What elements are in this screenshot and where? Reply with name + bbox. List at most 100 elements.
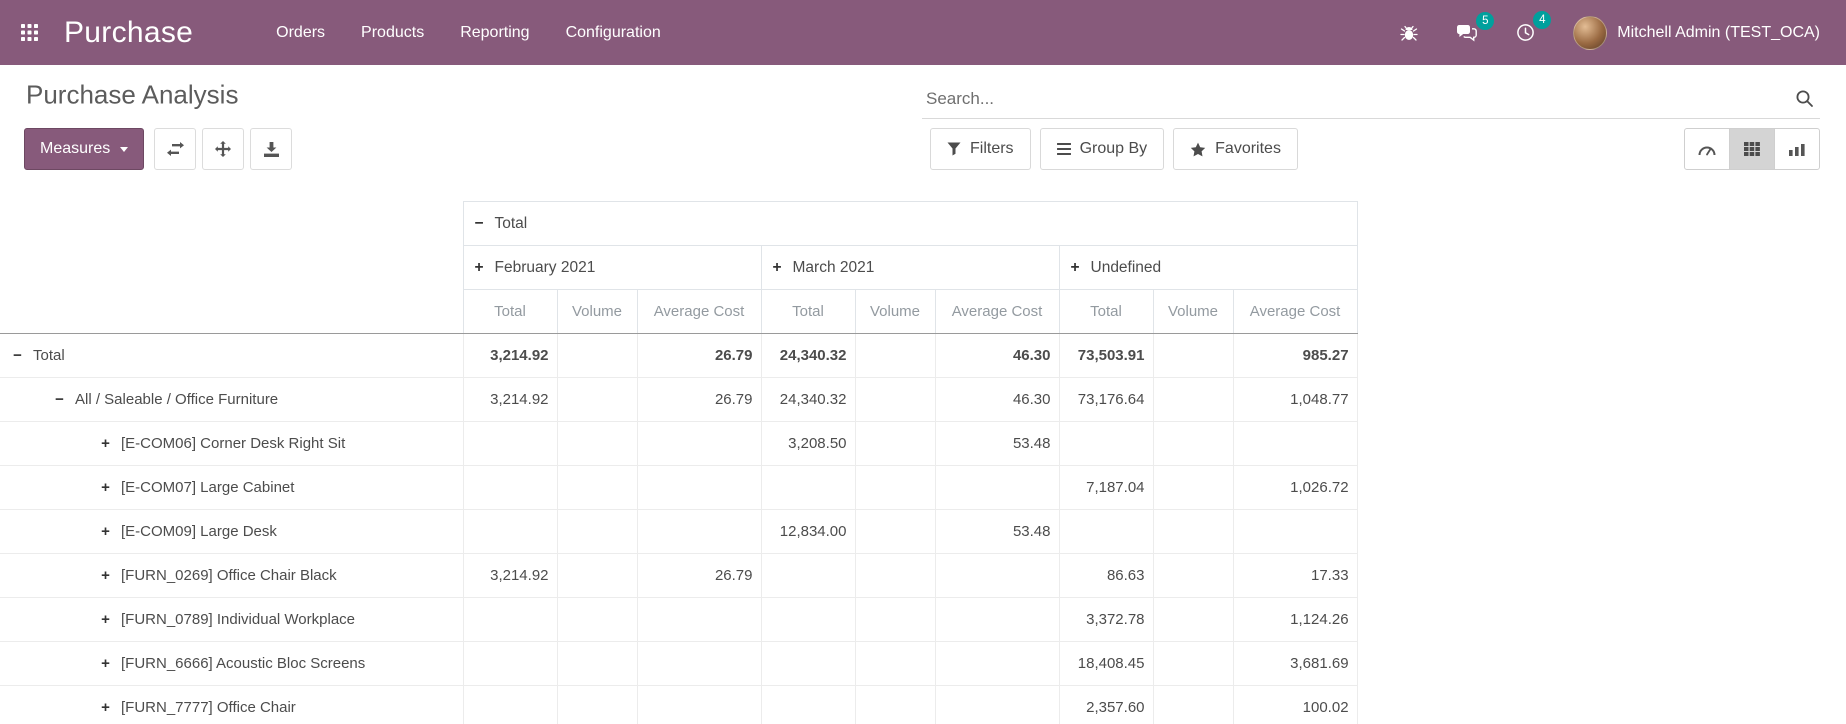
pivot-cell[interactable] <box>855 378 935 422</box>
pivot-cell[interactable]: 3,372.78 <box>1059 598 1153 642</box>
pivot-cell[interactable] <box>463 598 557 642</box>
pivot-cell[interactable] <box>855 510 935 554</box>
pivot-cell[interactable] <box>637 510 761 554</box>
pivot-cell[interactable] <box>637 466 761 510</box>
pivot-cell[interactable]: 3,208.50 <box>761 422 855 466</box>
pivot-cell[interactable] <box>1153 598 1233 642</box>
favorites-button[interactable]: Favorites <box>1173 128 1298 170</box>
pivot-cell[interactable] <box>463 466 557 510</box>
pivot-cell[interactable]: 7,187.04 <box>1059 466 1153 510</box>
pivot-cell[interactable] <box>1059 510 1153 554</box>
pivot-col-group-1[interactable]: +March 2021 <box>761 246 1059 290</box>
pivot-cell[interactable] <box>1153 510 1233 554</box>
pivot-measure-header[interactable]: Total <box>463 290 557 334</box>
pivot-cell[interactable] <box>1153 554 1233 598</box>
pivot-cell[interactable] <box>463 642 557 686</box>
pivot-cell[interactable] <box>761 686 855 724</box>
pivot-col-group-2[interactable]: +Undefined <box>1059 246 1357 290</box>
pivot-row-header[interactable]: +[FURN_7777] Office Chair <box>0 686 463 724</box>
pivot-cell[interactable] <box>557 554 637 598</box>
pivot-measure-header[interactable]: Volume <box>557 290 637 334</box>
pivot-cell[interactable]: 3,214.92 <box>463 378 557 422</box>
activities-button[interactable]: 4 <box>1512 19 1539 46</box>
pivot-cell[interactable]: 12,834.00 <box>761 510 855 554</box>
pivot-measure-header[interactable]: Average Cost <box>637 290 761 334</box>
pivot-cell[interactable]: 26.79 <box>637 378 761 422</box>
pivot-cell[interactable]: 985.27 <box>1233 334 1357 378</box>
pivot-cell[interactable]: 100.02 <box>1233 686 1357 724</box>
pivot-cell[interactable] <box>637 686 761 724</box>
pivot-cell[interactable] <box>855 642 935 686</box>
pivot-cell[interactable] <box>855 334 935 378</box>
pivot-cell[interactable]: 53.48 <box>935 510 1059 554</box>
user-menu[interactable]: Mitchell Admin (TEST_OCA) <box>1573 16 1820 50</box>
pivot-cell[interactable] <box>463 686 557 724</box>
pivot-cell[interactable]: 73,176.64 <box>1059 378 1153 422</box>
pivot-col-group-0[interactable]: +February 2021 <box>463 246 761 290</box>
pivot-row-header[interactable]: +[FURN_0269] Office Chair Black <box>0 554 463 598</box>
pivot-cell[interactable] <box>935 642 1059 686</box>
pivot-measure-header[interactable]: Volume <box>1153 290 1233 334</box>
pivot-cell[interactable]: 46.30 <box>935 334 1059 378</box>
nav-menu-orders[interactable]: Orders <box>263 16 338 50</box>
pivot-cell[interactable] <box>463 422 557 466</box>
view-pivot-button[interactable] <box>1729 128 1775 170</box>
pivot-row-header[interactable]: +[FURN_0789] Individual Workplace <box>0 598 463 642</box>
pivot-cell[interactable] <box>1153 642 1233 686</box>
pivot-cell[interactable] <box>761 598 855 642</box>
pivot-cell[interactable] <box>557 642 637 686</box>
pivot-cell[interactable] <box>935 466 1059 510</box>
pivot-cell[interactable] <box>1059 422 1153 466</box>
pivot-cell[interactable] <box>637 422 761 466</box>
pivot-cell[interactable] <box>1233 422 1357 466</box>
flip-axis-button[interactable] <box>154 128 196 170</box>
pivot-measure-header[interactable]: Average Cost <box>935 290 1059 334</box>
pivot-cell[interactable] <box>557 334 637 378</box>
app-name[interactable]: Purchase <box>64 16 193 50</box>
pivot-cell[interactable] <box>557 422 637 466</box>
messages-button[interactable]: 5 <box>1452 20 1482 46</box>
nav-menu-reporting[interactable]: Reporting <box>447 16 542 50</box>
measures-button[interactable]: Measures <box>24 128 144 170</box>
pivot-cell[interactable]: 3,214.92 <box>463 554 557 598</box>
group-by-button[interactable]: Group By <box>1040 128 1165 170</box>
pivot-cell[interactable] <box>557 378 637 422</box>
pivot-cell[interactable]: 53.48 <box>935 422 1059 466</box>
pivot-cell[interactable] <box>935 686 1059 724</box>
pivot-cell[interactable]: 86.63 <box>1059 554 1153 598</box>
pivot-cell[interactable]: 26.79 <box>637 554 761 598</box>
pivot-row-header[interactable]: +[E-COM06] Corner Desk Right Sit <box>0 422 463 466</box>
pivot-cell[interactable] <box>761 466 855 510</box>
nav-menu-products[interactable]: Products <box>348 16 437 50</box>
pivot-measure-header[interactable]: Volume <box>855 290 935 334</box>
pivot-cell[interactable]: 26.79 <box>637 334 761 378</box>
search-icon[interactable] <box>1789 89 1820 108</box>
pivot-cell[interactable]: 3,214.92 <box>463 334 557 378</box>
pivot-cell[interactable]: 1,124.26 <box>1233 598 1357 642</box>
pivot-cell[interactable] <box>855 554 935 598</box>
pivot-row-header[interactable]: +[E-COM09] Large Desk <box>0 510 463 554</box>
pivot-cell[interactable] <box>557 686 637 724</box>
pivot-cell[interactable]: 1,048.77 <box>1233 378 1357 422</box>
pivot-cell[interactable]: 73,503.91 <box>1059 334 1153 378</box>
pivot-cell[interactable] <box>1153 466 1233 510</box>
pivot-cell[interactable] <box>1153 686 1233 724</box>
search-input[interactable] <box>922 89 1789 109</box>
view-dashboard-button[interactable] <box>1684 128 1730 170</box>
pivot-cell[interactable] <box>761 554 855 598</box>
pivot-cell[interactable] <box>935 554 1059 598</box>
pivot-cell[interactable] <box>557 466 637 510</box>
pivot-cell[interactable]: 24,340.32 <box>761 378 855 422</box>
pivot-row-header[interactable]: +[FURN_6666] Acoustic Bloc Screens <box>0 642 463 686</box>
pivot-cell[interactable] <box>935 598 1059 642</box>
apps-menu-button[interactable] <box>0 0 58 65</box>
pivot-row-header[interactable]: −Total <box>0 334 463 378</box>
pivot-cell[interactable]: 24,340.32 <box>761 334 855 378</box>
pivot-cell[interactable] <box>855 466 935 510</box>
pivot-row-header[interactable]: +[E-COM07] Large Cabinet <box>0 466 463 510</box>
pivot-measure-header[interactable]: Total <box>1059 290 1153 334</box>
pivot-cell[interactable]: 17.33 <box>1233 554 1357 598</box>
pivot-cell[interactable] <box>557 598 637 642</box>
pivot-cell[interactable]: 1,026.72 <box>1233 466 1357 510</box>
pivot-cell[interactable] <box>637 598 761 642</box>
